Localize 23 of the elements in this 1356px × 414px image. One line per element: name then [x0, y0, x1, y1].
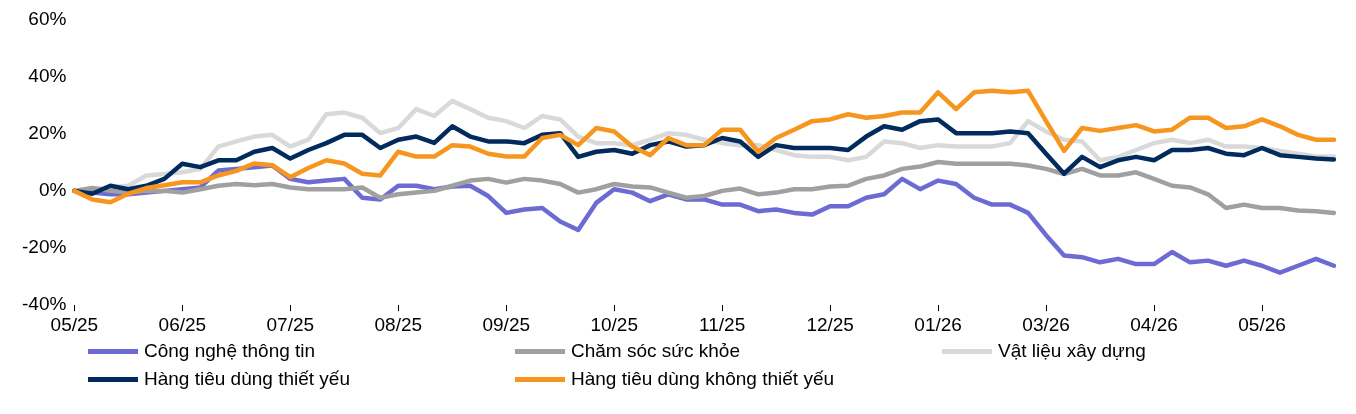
x-tick-label: 08/25 [374, 313, 423, 335]
x-tick-label: 01/26 [914, 313, 962, 335]
legend-label: Công nghệ thông tin [144, 340, 316, 362]
x-tick-label: 05/25 [50, 313, 99, 335]
x-tick-label: 03/26 [1022, 313, 1070, 335]
y-tick-label: 20% [28, 121, 67, 143]
x-tick-label: 04/26 [1130, 313, 1178, 335]
x-tick-label: 06/25 [158, 313, 207, 335]
y-tick-label: -40% [22, 293, 67, 315]
x-tick-label: 10/25 [590, 313, 638, 335]
y-tick-label: -20% [22, 236, 67, 258]
legend-label: Chăm sóc sức khỏe [571, 340, 741, 362]
legend-label: Hàng tiêu dùng thiết yếu [144, 368, 350, 390]
x-tick-label: 05/26 [1238, 313, 1286, 335]
legend-label: Vật liệu xây dựng [998, 340, 1146, 362]
y-tick-label: 40% [28, 64, 67, 86]
legend-label: Hàng tiêu dùng không thiết yếu [571, 368, 835, 390]
x-tick-label: 11/25 [699, 313, 746, 335]
x-tick-label: 09/25 [482, 313, 531, 335]
y-tick-label: 60% [28, 7, 67, 29]
x-tick-label: 07/25 [266, 313, 315, 335]
x-tick-label: 12/25 [806, 313, 854, 335]
y-tick-label: 0% [38, 179, 67, 201]
